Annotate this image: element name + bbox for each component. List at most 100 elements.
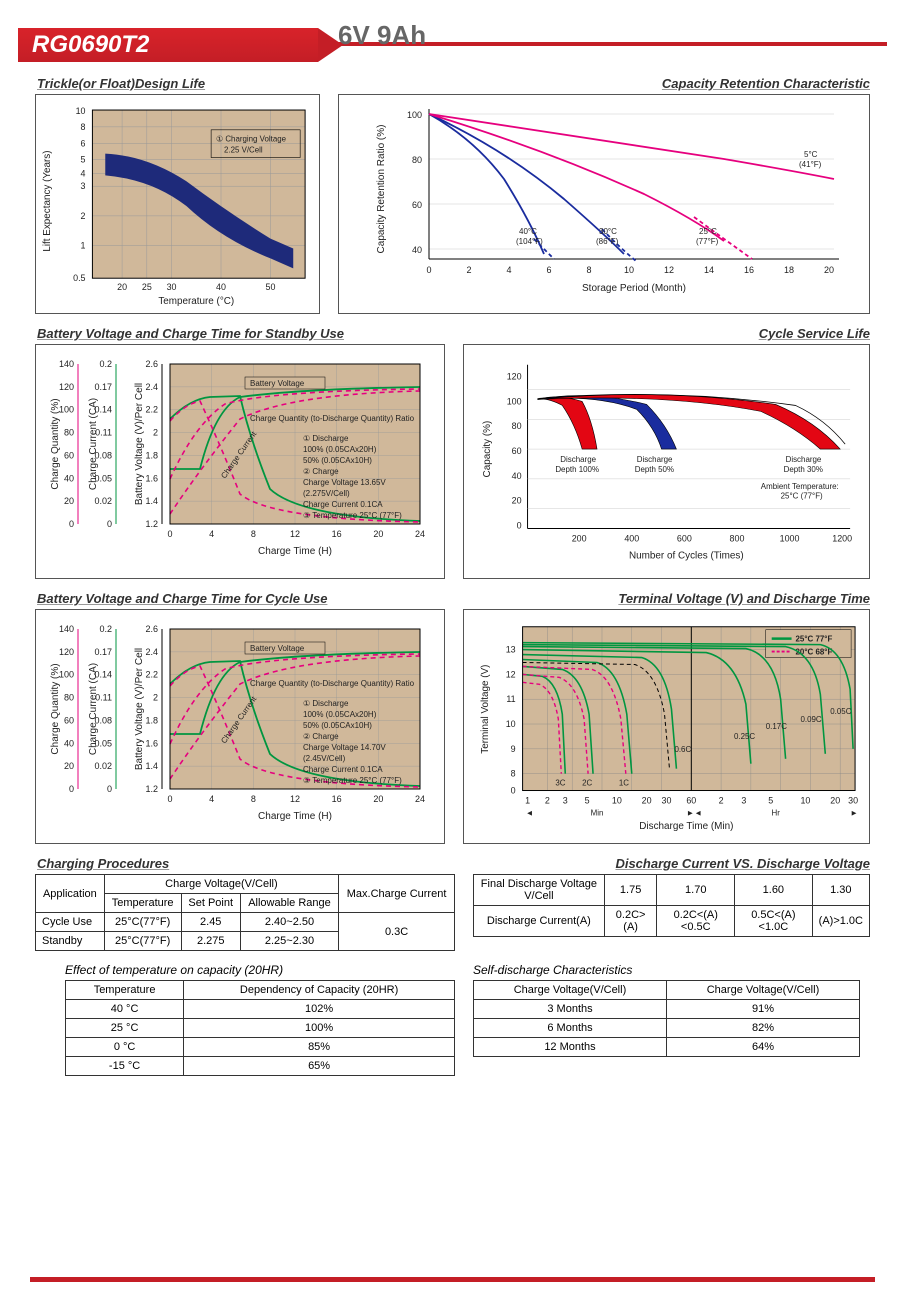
svg-text:2.2: 2.2 <box>145 670 158 680</box>
svg-text:80: 80 <box>64 428 74 438</box>
svg-text:100: 100 <box>59 405 74 415</box>
svg-text:2.2: 2.2 <box>145 405 158 415</box>
svg-text:0: 0 <box>511 785 516 795</box>
svg-text:5: 5 <box>81 154 86 164</box>
svg-text:20: 20 <box>512 496 522 506</box>
svg-text:20°C 68°F: 20°C 68°F <box>796 648 833 657</box>
svg-text:③ Temperature 25°C (77°F): ③ Temperature 25°C (77°F) <box>303 776 402 785</box>
svg-text:2: 2 <box>545 795 550 805</box>
td: (A)>1.0C <box>812 906 869 937</box>
svg-text:Battery Voltage: Battery Voltage <box>250 644 305 653</box>
svg-text:2: 2 <box>719 795 724 805</box>
svg-text:4: 4 <box>209 529 214 539</box>
charging-table-section: Charging Procedures ApplicationCharge Vo… <box>35 856 455 951</box>
td: 40 °C <box>66 1000 184 1019</box>
svg-text:12: 12 <box>290 794 300 804</box>
td: Discharge Current(A) <box>474 906 605 937</box>
svg-text:2: 2 <box>81 211 86 221</box>
svg-text:60: 60 <box>64 715 74 725</box>
svg-text:25: 25 <box>142 282 152 292</box>
svg-text:Charge Voltage 14.70V: Charge Voltage 14.70V <box>303 743 386 752</box>
svg-text:0: 0 <box>167 794 172 804</box>
svg-text:Depth 50%: Depth 50% <box>635 465 674 474</box>
th: Charge Voltage(V/Cell) <box>667 981 860 1000</box>
svg-text:24: 24 <box>415 529 425 539</box>
svg-text:Discharge: Discharge <box>786 455 822 464</box>
svg-text:0.05C: 0.05C <box>830 707 851 716</box>
discharge-iv-title: Discharge Current VS. Discharge Voltage <box>475 856 870 871</box>
svg-text:0.6C: 0.6C <box>674 745 691 754</box>
svg-text:30°C: 30°C <box>599 227 617 236</box>
svg-text:1.8: 1.8 <box>145 715 158 725</box>
svg-text:Storage Period (Month): Storage Period (Month) <box>582 283 686 294</box>
td: 102% <box>184 1000 455 1019</box>
svg-text:60: 60 <box>64 450 74 460</box>
svg-text:0.17: 0.17 <box>94 382 112 392</box>
svg-text:100: 100 <box>59 670 74 680</box>
svg-text:Charge Voltage 13.65V: Charge Voltage 13.65V <box>303 478 386 487</box>
svg-text:16: 16 <box>332 529 342 539</box>
td: Final Discharge Voltage V/Cell <box>474 875 605 906</box>
svg-text:100: 100 <box>407 110 422 120</box>
svg-text:0.02: 0.02 <box>94 496 112 506</box>
svg-text:Min: Min <box>591 808 604 817</box>
svg-text:0: 0 <box>107 519 112 529</box>
svg-text:Hr: Hr <box>771 808 780 817</box>
svg-text:Charge Quantity (%): Charge Quantity (%) <box>50 663 61 754</box>
svg-text:1.8: 1.8 <box>145 450 158 460</box>
svg-text:50% (0.05CAx10H): 50% (0.05CAx10H) <box>303 456 372 465</box>
svg-text:Discharge: Discharge <box>560 455 596 464</box>
svg-text:13: 13 <box>506 645 516 655</box>
svg-text:Charge Quantity (%): Charge Quantity (%) <box>50 398 61 489</box>
svg-text:1: 1 <box>525 795 530 805</box>
td: 0.3C <box>339 913 455 951</box>
svg-text:25°C: 25°C <box>699 227 717 236</box>
svg-text:0: 0 <box>426 265 431 275</box>
svg-text:20: 20 <box>373 529 383 539</box>
svg-text:20: 20 <box>64 761 74 771</box>
header: RG0690T2 6V 9Ah <box>18 20 887 68</box>
svg-text:(2.275V/Cell): (2.275V/Cell) <box>303 489 350 498</box>
svg-text:(2.45V/Cell): (2.45V/Cell) <box>303 754 346 763</box>
terminal-title: Terminal Voltage (V) and Discharge Time <box>465 591 870 606</box>
td: 25 °C <box>66 1019 184 1038</box>
svg-text:Capacity Retention Ratio (%): Capacity Retention Ratio (%) <box>376 125 387 254</box>
svg-text:60: 60 <box>686 795 696 805</box>
svg-text:6: 6 <box>81 139 86 149</box>
standby-title: Battery Voltage and Charge Time for Stan… <box>37 326 445 341</box>
svg-text:50: 50 <box>266 282 276 292</box>
svg-text:1000: 1000 <box>780 533 800 543</box>
svg-text:4: 4 <box>81 168 86 178</box>
th: Set Point <box>181 894 240 913</box>
svg-text:◄: ◄ <box>526 808 534 817</box>
td: 2.25~2.30 <box>240 932 338 951</box>
svg-text:120: 120 <box>507 372 522 382</box>
td: Cycle Use <box>36 913 105 932</box>
svg-text:0.2: 0.2 <box>99 359 112 369</box>
svg-text:Lift Expectancy (Years): Lift Expectancy (Years) <box>42 150 53 251</box>
svg-text:30: 30 <box>167 282 177 292</box>
svg-text:100: 100 <box>507 396 522 406</box>
svg-text:Temperature (°C): Temperature (°C) <box>158 296 234 307</box>
svg-text:0.02: 0.02 <box>94 761 112 771</box>
td: 25°C(77°F) <box>104 932 181 951</box>
svg-text:3: 3 <box>741 795 746 805</box>
cycle-chart: 04812162024020406080100120140Charge Quan… <box>40 614 440 839</box>
th: Dependency of Capacity (20HR) <box>184 981 455 1000</box>
svg-text:40°C: 40°C <box>519 227 537 236</box>
svg-text:100% (0.05CAx20H): 100% (0.05CAx20H) <box>303 710 377 719</box>
svg-text:5°C: 5°C <box>804 150 818 159</box>
th: Charge Voltage(V/Cell) <box>104 875 338 894</box>
svg-text:40: 40 <box>216 282 226 292</box>
svg-text:30: 30 <box>848 795 858 805</box>
svg-text:24: 24 <box>415 794 425 804</box>
svg-text:Charge Time (H): Charge Time (H) <box>258 546 332 557</box>
svg-text:8: 8 <box>511 769 516 779</box>
td: 2.40~2.50 <box>240 913 338 932</box>
svg-text:25°C (77°F): 25°C (77°F) <box>781 492 823 501</box>
svg-text:1.6: 1.6 <box>145 473 158 483</box>
svg-text:8: 8 <box>251 529 256 539</box>
svg-text:20: 20 <box>64 496 74 506</box>
svg-text:20: 20 <box>824 265 834 275</box>
svg-text:2.25 V/Cell: 2.25 V/Cell <box>224 146 263 155</box>
